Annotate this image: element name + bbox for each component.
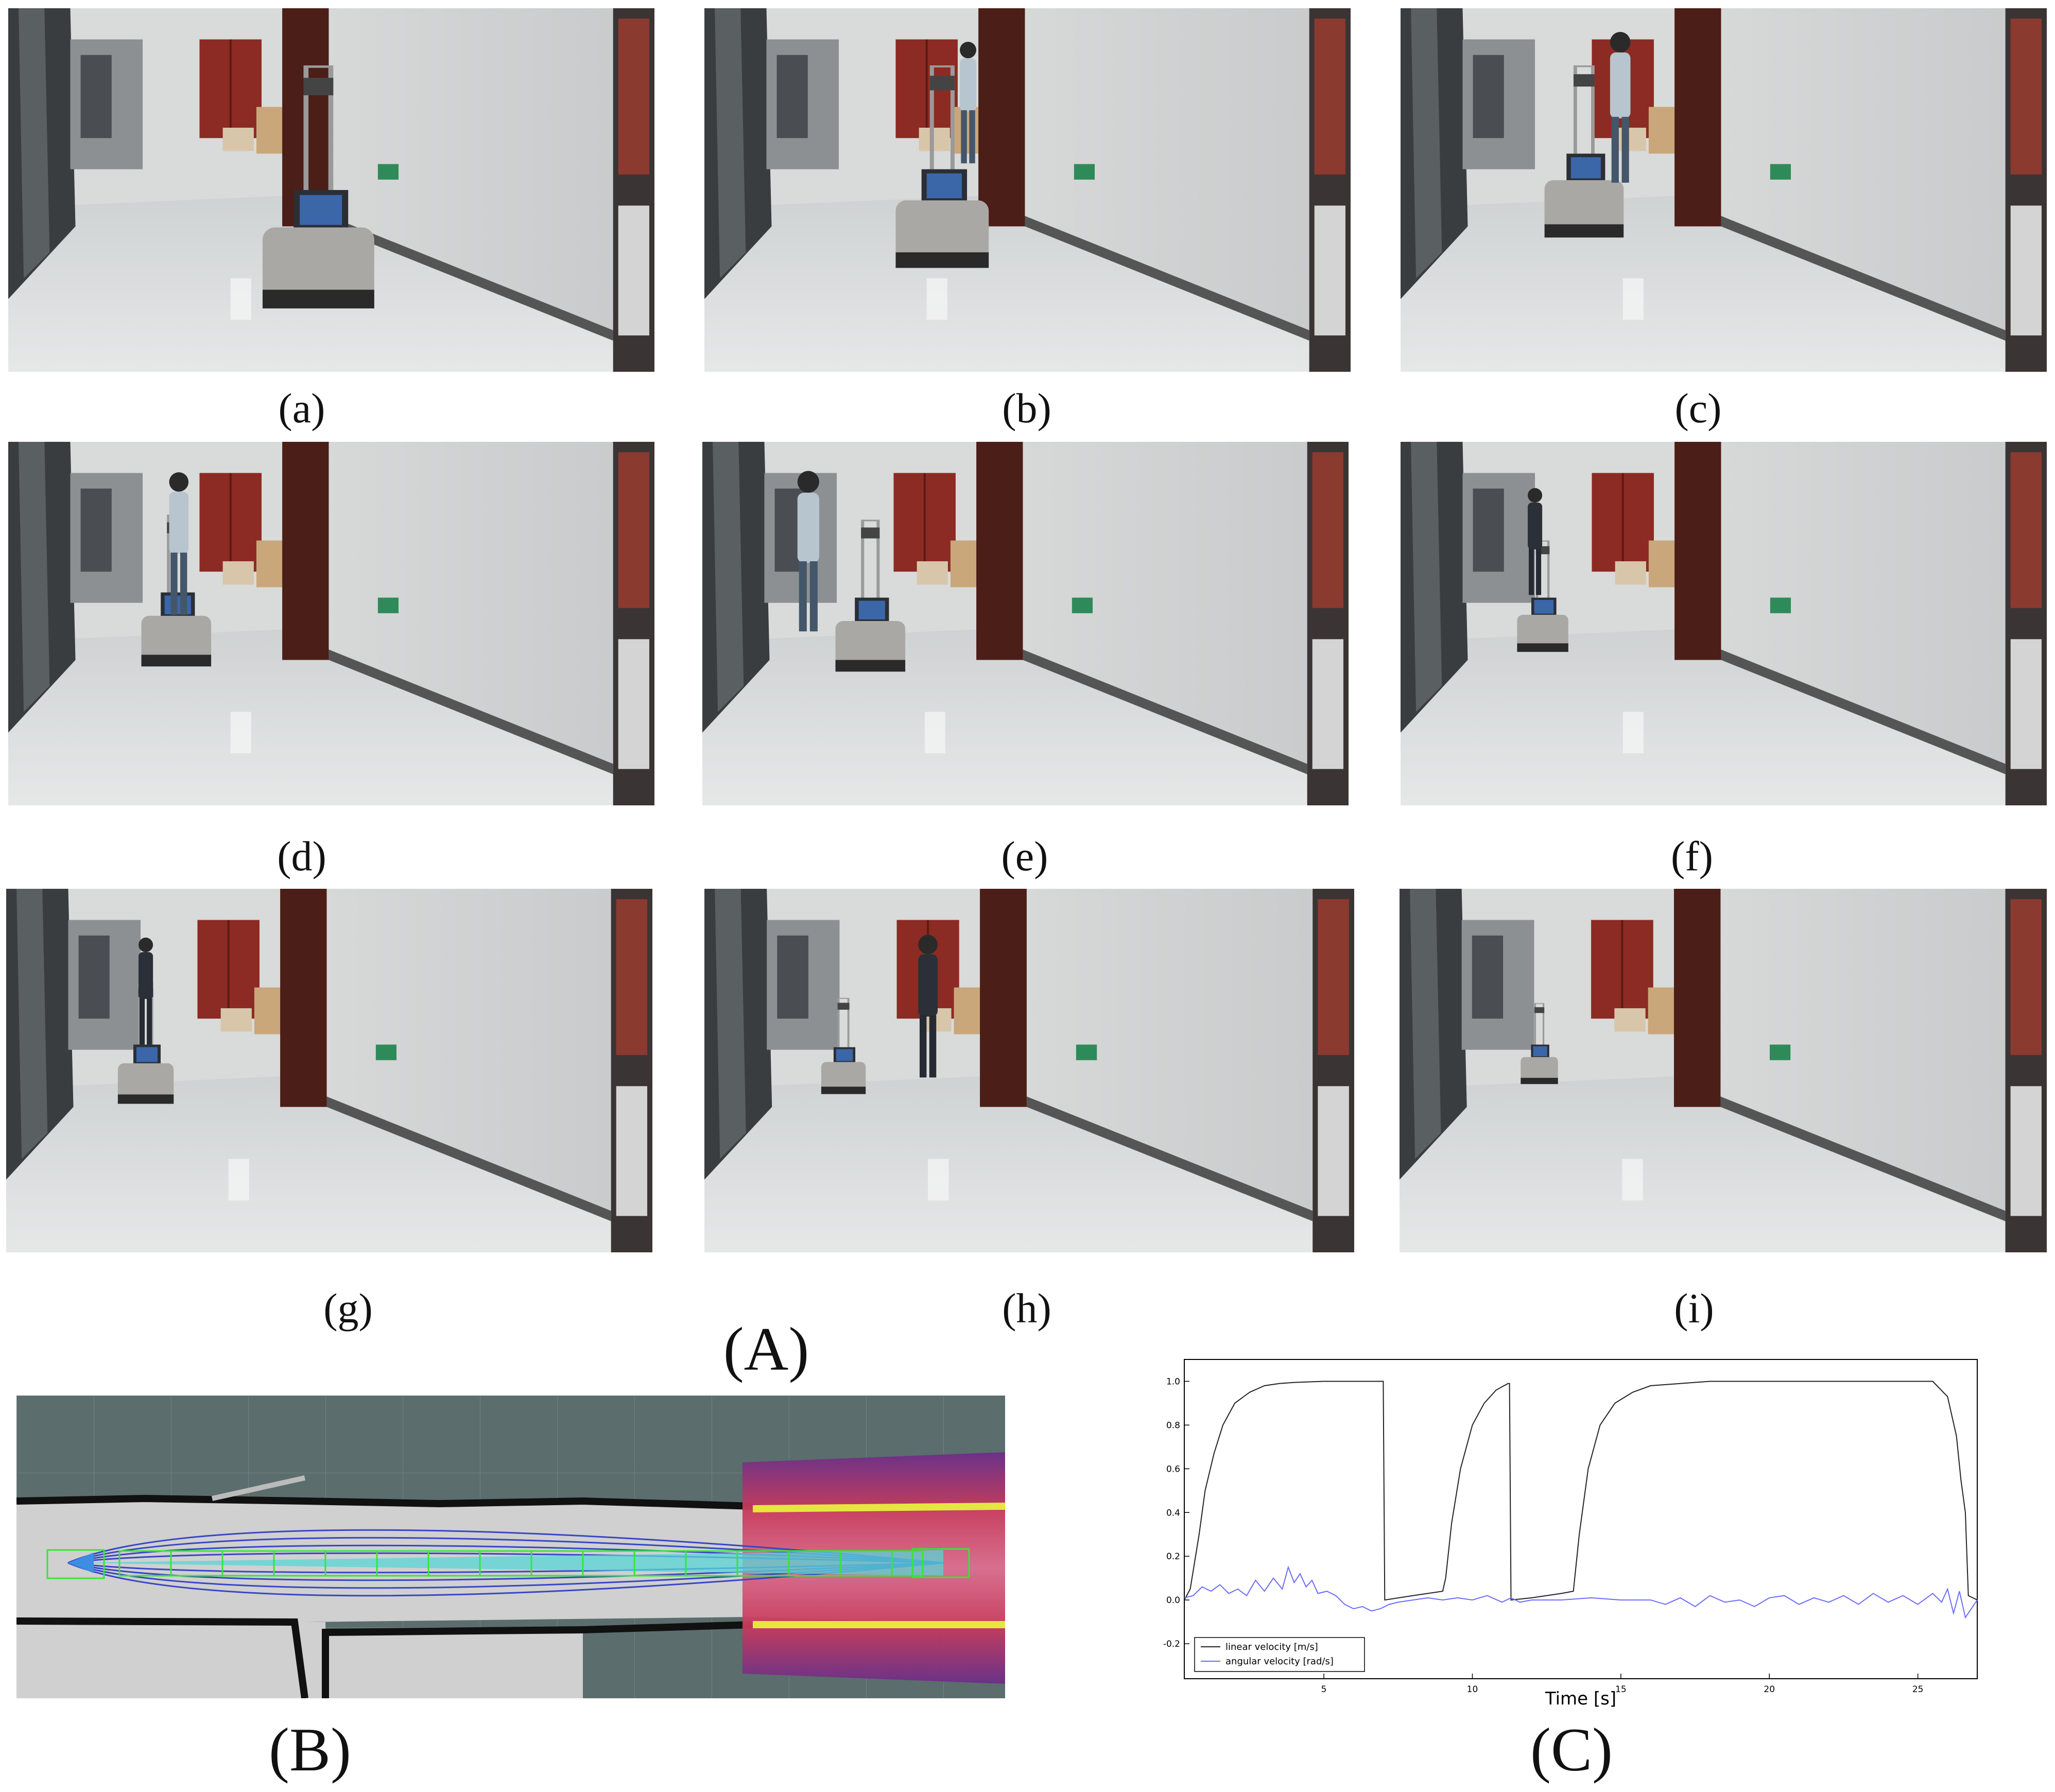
y-tick-label: 0.4 bbox=[1166, 1508, 1180, 1518]
panel-c-label: (C) bbox=[1530, 1715, 1613, 1784]
caption-d: (d) bbox=[277, 833, 326, 880]
legend-label-linear: linear velocity [m/s] bbox=[1225, 1642, 1318, 1652]
caption-e: (e) bbox=[1001, 833, 1048, 880]
x-axis-ticks: 5 10 15 20 25 bbox=[1321, 1674, 1924, 1695]
photo-h bbox=[704, 889, 1354, 1252]
legend: linear velocity [m/s] angular velocity [… bbox=[1194, 1637, 1365, 1672]
legend-label-angular: angular velocity [rad/s] bbox=[1225, 1656, 1334, 1667]
panel-a-label: (A) bbox=[723, 1315, 809, 1383]
caption-f: (f) bbox=[1671, 833, 1713, 880]
caption-c: (c) bbox=[1674, 385, 1722, 432]
caption-h: (h) bbox=[1002, 1285, 1051, 1332]
photo-g bbox=[6, 889, 652, 1252]
costmap-panel bbox=[16, 1395, 1005, 1698]
photo-a bbox=[8, 8, 654, 372]
series-line-linear-velocity bbox=[1184, 1381, 1978, 1601]
panel-b-label: (B) bbox=[269, 1715, 351, 1784]
y-tick-label: 0.6 bbox=[1166, 1464, 1180, 1474]
photo-c bbox=[1401, 8, 2047, 372]
y-tick-label: -0.2 bbox=[1163, 1639, 1180, 1649]
x-tick-label: 20 bbox=[1764, 1684, 1775, 1695]
series-group bbox=[1184, 1381, 1978, 1619]
series-line-angular-velocity bbox=[1184, 1565, 1978, 1619]
photo-e bbox=[702, 442, 1349, 805]
photo-d bbox=[8, 442, 654, 805]
x-tick-label: 15 bbox=[1615, 1684, 1627, 1695]
plot-frame bbox=[1184, 1359, 1978, 1679]
caption-b: (b) bbox=[1002, 385, 1051, 432]
x-tick-label: 10 bbox=[1467, 1684, 1478, 1695]
y-tick-label: 0.8 bbox=[1166, 1420, 1180, 1431]
y-tick-label: 0.2 bbox=[1166, 1552, 1180, 1562]
y-tick-label: 1.0 bbox=[1166, 1376, 1180, 1387]
x-axis-label: Time [s] bbox=[1545, 1688, 1616, 1709]
photo-i bbox=[1400, 889, 2047, 1252]
caption-a: (a) bbox=[278, 385, 325, 432]
x-tick-label: 25 bbox=[1912, 1684, 1924, 1695]
caption-i: (i) bbox=[1674, 1285, 1714, 1332]
caption-g: (g) bbox=[323, 1285, 373, 1332]
photo-b bbox=[704, 8, 1351, 372]
y-tick-label: 0.0 bbox=[1166, 1595, 1180, 1606]
x-tick-label: 5 bbox=[1321, 1684, 1327, 1695]
photo-f bbox=[1401, 442, 2047, 805]
y-axis-ticks: -0.2 0.0 0.2 0.4 0.6 0.8 1.0 bbox=[1163, 1376, 1189, 1649]
velocity-chart: -0.2 0.0 0.2 0.4 0.6 0.8 1.0 5 10 15 20 25 linear … bbox=[1143, 1349, 1993, 1720]
